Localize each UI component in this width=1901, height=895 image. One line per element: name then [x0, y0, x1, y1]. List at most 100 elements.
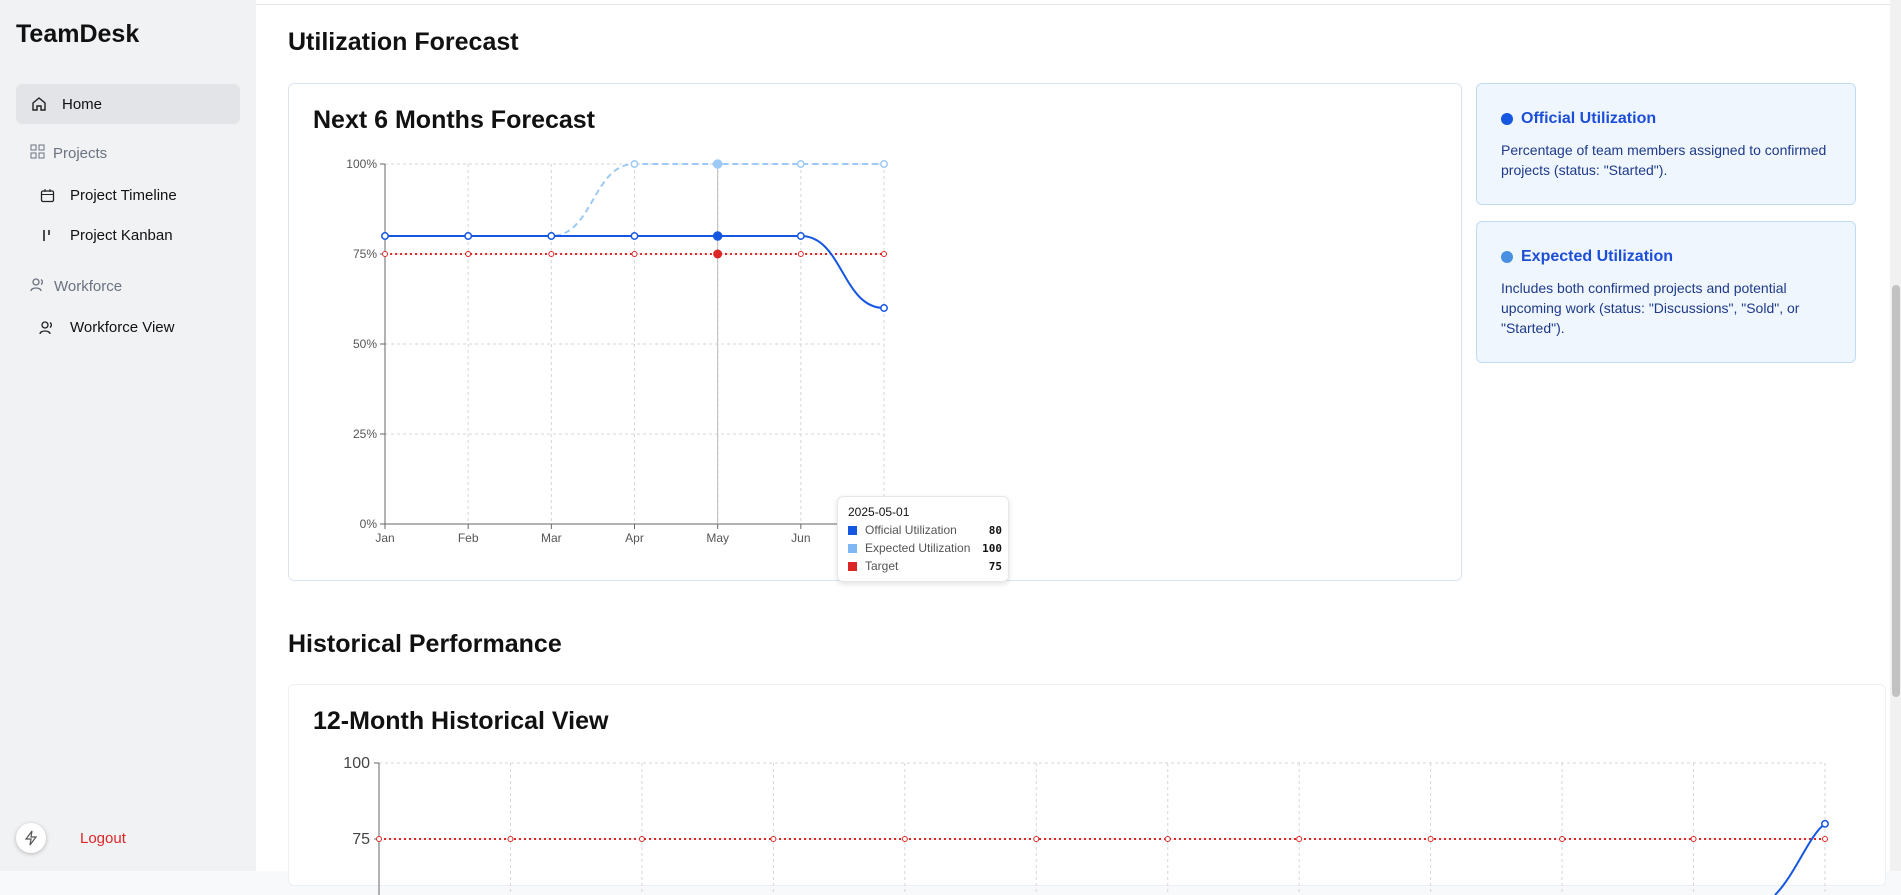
scrollbar-thumb[interactable] — [1892, 285, 1900, 697]
data-point — [1821, 819, 1829, 828]
calendar-icon — [38, 186, 56, 204]
sidebar-group-label: Projects — [53, 145, 108, 162]
users-icon — [30, 277, 46, 296]
tooltip-date: 2025-05-01 — [848, 505, 910, 519]
data-point — [1427, 836, 1434, 842]
series-line-official-utilization — [1774, 822, 1826, 895]
data-point — [630, 232, 639, 240]
forecast-card: Next 6 Months Forecast 0% 25% 50% 75% 100% Ja… — [288, 83, 1462, 582]
data-point — [1164, 836, 1171, 842]
main-content: Utilization Forecast Next 6 Months Forec… — [256, 0, 1890, 895]
data-point — [797, 251, 804, 257]
y-tick-label: 75% — [353, 247, 377, 261]
data-point — [713, 249, 723, 259]
bullet-icon — [1501, 113, 1513, 125]
sidebar-item-label: Project Timeline — [70, 186, 177, 204]
data-point — [381, 232, 389, 240]
data-point — [382, 251, 388, 257]
data-point — [796, 232, 805, 240]
sidebar-item-label: Workforce View — [70, 318, 175, 336]
tooltip-label: Target — [865, 559, 899, 573]
sidebar-group-workforce: Workforce — [30, 277, 122, 296]
data-point — [712, 159, 723, 169]
chart-tooltip: 2025-05-01 Official Utilization 80 Expec… — [837, 496, 1009, 582]
home-icon — [30, 95, 48, 113]
x-tick-label: May — [706, 531, 729, 545]
data-point — [548, 251, 555, 257]
sidebar-item-workforce-view[interactable]: Workforce View — [30, 307, 240, 347]
data-point — [376, 836, 382, 842]
y-tick-label: 25% — [353, 427, 377, 441]
x-tick-label: Mar — [541, 531, 562, 545]
x-tick-label: Jan — [375, 531, 394, 545]
data-point — [1822, 836, 1828, 842]
section-title-forecast: Utilization Forecast — [288, 28, 519, 56]
forecast-chart[interactable]: 0%25%50%75%100%JanFebMarAprMayJunJul — [329, 146, 949, 546]
data-point — [770, 836, 777, 842]
users-icon — [38, 318, 56, 336]
tooltip-label: Expected Utilization — [865, 541, 971, 555]
y-tick-label: 0% — [360, 517, 378, 531]
data-point — [1296, 836, 1303, 842]
history-chart[interactable]: 100 75 — [289, 755, 1859, 895]
data-point — [881, 251, 887, 257]
kanban-icon — [38, 226, 56, 244]
info-card-description: Percentage of team members assigned to c… — [1501, 142, 1827, 178]
data-point — [880, 160, 888, 168]
sidebar-group-projects: Projects — [30, 144, 107, 163]
data-point — [1690, 836, 1697, 842]
y-tick-label: 100% — [346, 157, 377, 171]
x-tick-label: Apr — [625, 531, 644, 545]
top-divider — [256, 0, 1890, 5]
data-point — [901, 836, 908, 842]
info-card-heading: Expected Utilization — [1521, 248, 1674, 265]
sidebar-item-label: Home — [62, 95, 103, 113]
info-card-title: Official Utilization — [1501, 110, 1656, 128]
data-point — [507, 836, 514, 842]
sidebar: TeamDesk Home Projects Project Timeline … — [0, 0, 256, 871]
info-card-expected: Expected Utilization Includes both confi… — [1476, 221, 1856, 363]
data-point — [796, 160, 805, 168]
grid-icon — [30, 144, 45, 163]
tooltip-label: Official Utilization — [865, 523, 957, 537]
sidebar-item-label: Project Kanban — [70, 226, 173, 244]
history-card: 12-Month Historical View 100 75 — [288, 684, 1886, 895]
info-card-title: Expected Utilization — [1501, 248, 1673, 266]
tooltip-row-official: Official Utilization 80 — [848, 523, 1002, 537]
section-title-history: Historical Performance — [288, 630, 562, 658]
data-point — [880, 304, 888, 312]
x-tick-label: Feb — [458, 531, 479, 545]
bullet-icon — [1501, 251, 1513, 263]
tooltip-value: 100 — [982, 541, 1002, 555]
info-card-heading: Official Utilization — [1521, 110, 1657, 127]
y-tick-label: 75 — [352, 831, 370, 848]
data-point — [631, 251, 638, 257]
logout-area: Logout — [16, 823, 126, 853]
logout-button[interactable]: Logout — [80, 829, 126, 847]
data-point — [1559, 836, 1566, 842]
y-tick-label: 50% — [353, 337, 377, 351]
data-point — [547, 232, 556, 240]
x-tick-label: Jun — [791, 531, 810, 545]
sidebar-group-label: Workforce — [54, 278, 123, 295]
sidebar-item-project-timeline[interactable]: Project Timeline — [30, 175, 240, 215]
sidebar-item-home[interactable]: Home — [16, 84, 240, 124]
info-card-official: Official Utilization Percentage of team … — [1476, 83, 1856, 205]
tooltip-value: 80 — [988, 523, 1002, 537]
legend-swatch — [848, 525, 857, 535]
forecast-card-title: Next 6 Months Forecast — [313, 106, 596, 134]
y-tick-label: 100 — [343, 755, 370, 772]
data-point — [1033, 836, 1040, 842]
legend-swatch — [848, 561, 857, 571]
tooltip-value: 75 — [988, 559, 1002, 573]
sidebar-item-project-kanban[interactable]: Project Kanban — [30, 215, 240, 255]
app-logo: TeamDesk — [16, 20, 140, 48]
tooltip-row-expected: Expected Utilization 100 — [848, 541, 1002, 555]
bolt-icon[interactable] — [16, 823, 46, 853]
history-card-title: 12-Month Historical View — [313, 707, 609, 735]
data-point — [464, 232, 473, 240]
data-point — [638, 836, 645, 842]
tooltip-row-target: Target 75 — [848, 559, 1002, 573]
info-card-description: Includes both confirmed projects and pot… — [1501, 280, 1800, 336]
data-point — [465, 251, 472, 257]
